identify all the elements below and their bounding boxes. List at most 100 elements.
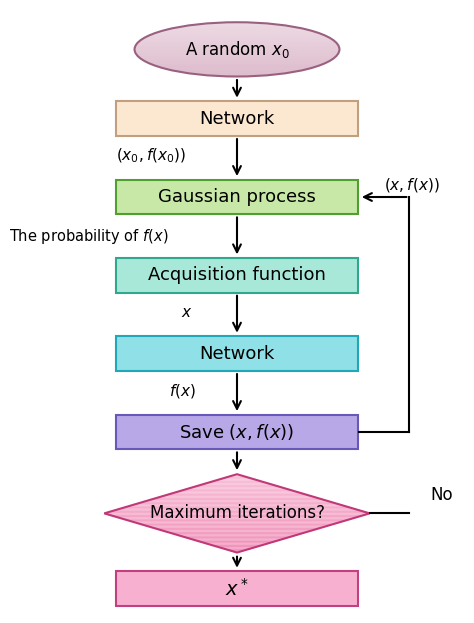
Polygon shape (109, 515, 365, 516)
Polygon shape (155, 32, 319, 33)
Polygon shape (157, 497, 317, 498)
Polygon shape (233, 474, 241, 475)
Polygon shape (210, 545, 264, 546)
Polygon shape (166, 69, 308, 70)
Polygon shape (144, 500, 330, 502)
Polygon shape (104, 513, 370, 515)
Polygon shape (193, 486, 281, 487)
Text: Acquisition function: Acquisition function (148, 267, 326, 284)
Polygon shape (198, 74, 276, 75)
Polygon shape (136, 54, 338, 55)
Polygon shape (127, 505, 347, 507)
Polygon shape (140, 524, 334, 525)
Polygon shape (153, 498, 321, 499)
Text: Gaussian process: Gaussian process (158, 188, 316, 206)
Polygon shape (122, 518, 352, 520)
Polygon shape (141, 59, 333, 60)
Polygon shape (148, 35, 326, 36)
Polygon shape (140, 502, 334, 503)
Polygon shape (153, 33, 321, 34)
Polygon shape (148, 499, 326, 500)
FancyBboxPatch shape (116, 571, 358, 606)
Polygon shape (197, 485, 277, 486)
Polygon shape (193, 540, 281, 541)
Polygon shape (136, 53, 338, 54)
Polygon shape (219, 478, 255, 480)
Polygon shape (140, 58, 334, 59)
Polygon shape (147, 62, 327, 63)
Text: Network: Network (200, 110, 274, 128)
Polygon shape (122, 507, 352, 508)
Text: $(x, f(x))$: $(x, f(x))$ (383, 176, 439, 194)
Polygon shape (127, 520, 347, 521)
Polygon shape (131, 521, 343, 523)
Polygon shape (171, 493, 303, 494)
Polygon shape (179, 26, 295, 27)
Polygon shape (137, 55, 337, 56)
Text: The probability of $f(x)$: The probability of $f(x)$ (9, 227, 168, 246)
Polygon shape (159, 67, 315, 68)
Polygon shape (192, 24, 282, 25)
Polygon shape (135, 48, 339, 49)
FancyBboxPatch shape (116, 336, 358, 371)
Polygon shape (155, 65, 319, 66)
FancyBboxPatch shape (116, 414, 358, 450)
Polygon shape (197, 541, 277, 542)
Polygon shape (224, 477, 250, 478)
Polygon shape (157, 529, 317, 530)
Polygon shape (135, 47, 339, 48)
Polygon shape (141, 39, 333, 40)
Polygon shape (144, 525, 330, 526)
Polygon shape (151, 64, 323, 65)
Polygon shape (188, 487, 286, 488)
Polygon shape (205, 75, 269, 76)
Text: $f(x)$: $f(x)$ (170, 382, 196, 400)
Polygon shape (162, 530, 312, 531)
Polygon shape (135, 51, 339, 52)
Polygon shape (136, 45, 338, 46)
Text: No: No (430, 487, 453, 504)
Polygon shape (162, 68, 312, 69)
Polygon shape (180, 536, 294, 537)
Polygon shape (137, 43, 337, 44)
Polygon shape (113, 510, 361, 511)
Polygon shape (187, 25, 287, 26)
Polygon shape (138, 56, 336, 57)
Polygon shape (148, 63, 326, 64)
Polygon shape (131, 504, 343, 505)
Text: A random $x_0$: A random $x_0$ (184, 39, 290, 60)
Polygon shape (109, 511, 365, 512)
Polygon shape (201, 542, 273, 543)
Polygon shape (135, 46, 339, 47)
Polygon shape (171, 533, 303, 535)
Polygon shape (135, 503, 339, 504)
FancyBboxPatch shape (116, 101, 358, 136)
Polygon shape (175, 535, 299, 536)
Polygon shape (148, 526, 326, 528)
Polygon shape (228, 475, 246, 477)
Polygon shape (118, 508, 356, 510)
Polygon shape (187, 73, 287, 74)
Polygon shape (205, 23, 269, 24)
Text: $x^*$: $x^*$ (225, 578, 249, 600)
Polygon shape (157, 66, 317, 67)
Polygon shape (180, 490, 294, 491)
Polygon shape (210, 481, 264, 482)
Polygon shape (144, 61, 330, 62)
Polygon shape (138, 41, 336, 42)
Polygon shape (153, 528, 321, 529)
Polygon shape (215, 546, 259, 548)
Text: $(x_0, f(x_0))$: $(x_0, f(x_0))$ (116, 147, 186, 165)
Text: Maximum iterations?: Maximum iterations? (149, 505, 325, 522)
Polygon shape (159, 31, 315, 32)
Polygon shape (164, 30, 310, 31)
Text: $x$: $x$ (181, 305, 192, 320)
Polygon shape (206, 482, 268, 483)
Polygon shape (184, 537, 290, 538)
Polygon shape (172, 70, 302, 71)
Polygon shape (150, 34, 324, 35)
Polygon shape (139, 40, 335, 41)
Polygon shape (201, 483, 273, 485)
Polygon shape (136, 44, 338, 45)
Polygon shape (219, 548, 255, 549)
